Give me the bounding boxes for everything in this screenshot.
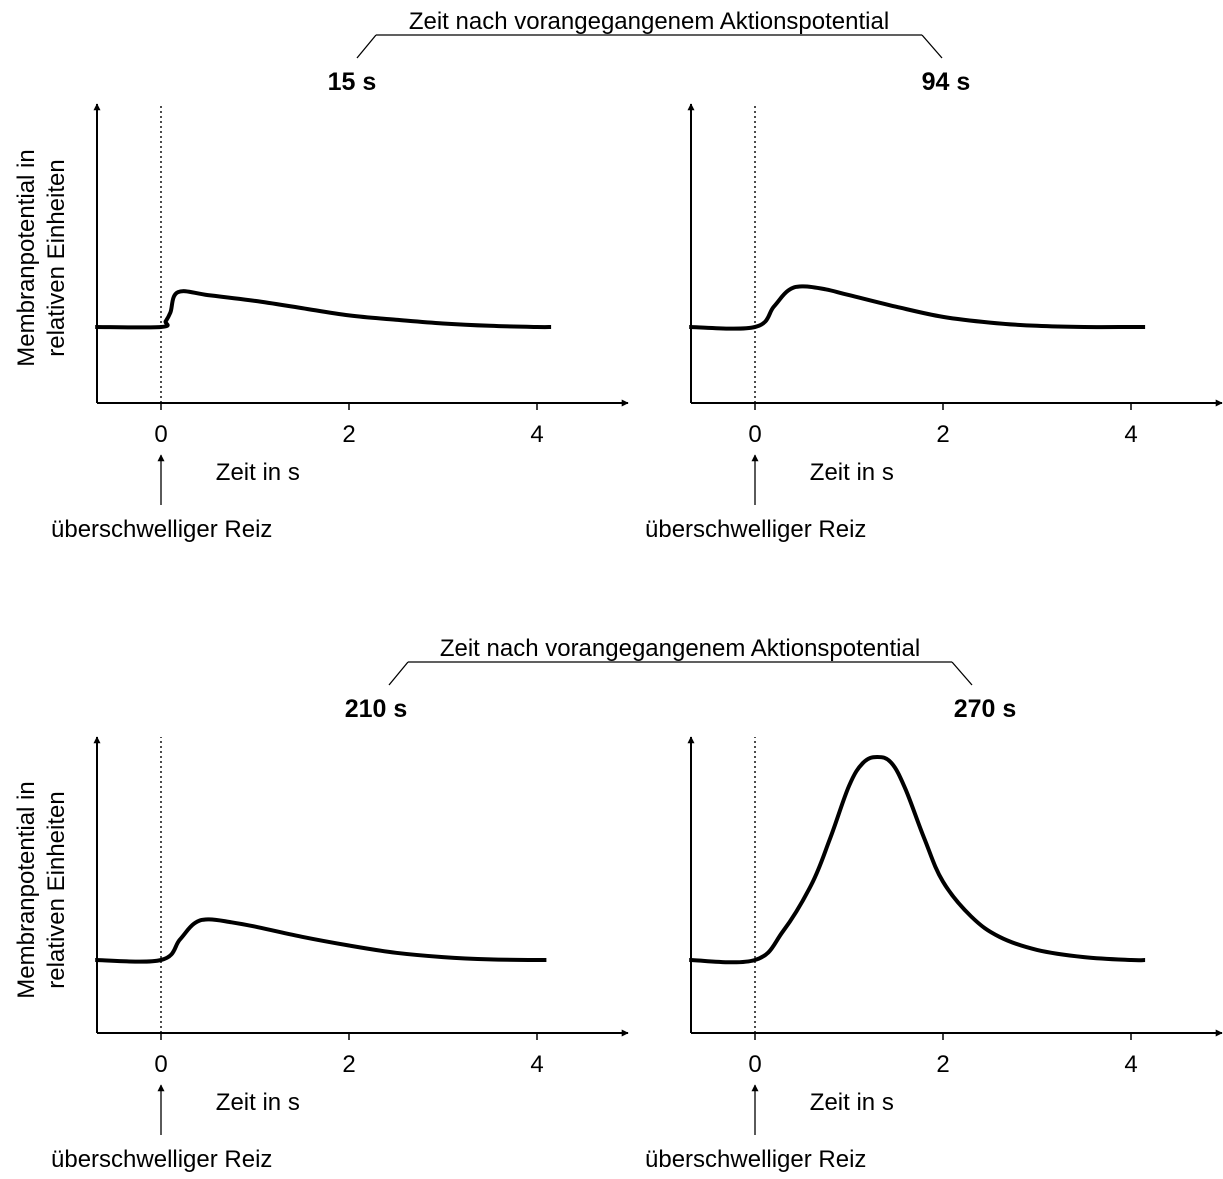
- stimulus-label: überschwelliger Reiz: [51, 1146, 272, 1173]
- y-axis-label-line: relativen Einheiten: [43, 791, 70, 988]
- stimulus-label: überschwelliger Reiz: [645, 1146, 866, 1173]
- x-tick-label: 2: [342, 421, 355, 448]
- membrane-potential-curve: [95, 917, 547, 964]
- panel-94s: 94 s 0 2 4 Zeit in s überschwelliger Reiz: [645, 68, 1223, 543]
- x-tick-label: 2: [936, 1051, 949, 1078]
- x-tick-label: 4: [1124, 421, 1137, 448]
- x-tick-label: 4: [530, 421, 543, 448]
- stimulus-label: überschwelliger Reiz: [645, 516, 866, 543]
- y-axis-label-bottom: Membranpotential in relativen Einheiten: [13, 781, 70, 998]
- chart-title: 15 s: [328, 68, 377, 96]
- y-axis-label-line: Membranpotential in: [13, 149, 40, 366]
- membrane-potential-curve: [689, 284, 1146, 331]
- header-left-connector: [388, 661, 409, 686]
- x-tick-label: 0: [748, 421, 761, 448]
- header-right-connector: [921, 34, 943, 59]
- x-axis-label: Zeit in s: [216, 459, 300, 486]
- x-tick-label: 2: [342, 1051, 355, 1078]
- x-tick-label: 4: [530, 1051, 543, 1078]
- chart-title: 270 s: [954, 695, 1017, 723]
- row-header-top: Zeit nach vorangegangenem Aktionspotenti…: [356, 8, 943, 59]
- row-header-text: Zeit nach vorangegangenem Aktionspotenti…: [409, 8, 889, 35]
- stimulus-label: überschwelliger Reiz: [51, 516, 272, 543]
- header-left-connector: [356, 34, 377, 59]
- x-tick-label: 0: [154, 1051, 167, 1078]
- x-tick-label: 0: [154, 421, 167, 448]
- membrane-potential-curve: [95, 289, 552, 330]
- row-header-bottom: Zeit nach vorangegangenem Aktionspotenti…: [388, 635, 973, 686]
- header-right-connector: [951, 661, 973, 686]
- x-tick-label: 2: [936, 421, 949, 448]
- y-axis-label-top: Membranpotential in relativen Einheiten: [13, 149, 70, 366]
- x-tick-label: 4: [1124, 1051, 1137, 1078]
- x-axis-label: Zeit in s: [810, 1089, 894, 1116]
- y-axis-label-line: Membranpotential in: [13, 781, 40, 998]
- panel-270s: 270 s 0 2 4 Zeit in s überschwelliger Reiz: [645, 695, 1223, 1173]
- membrane-potential-curve: [689, 755, 1146, 965]
- x-axis-label: Zeit in s: [216, 1089, 300, 1116]
- row-header-text: Zeit nach vorangegangenem Aktionspotenti…: [440, 635, 920, 662]
- panel-210s: 210 s 0 2 4 Zeit in s überschwelliger Reiz: [51, 695, 629, 1173]
- x-tick-label: 0: [748, 1051, 761, 1078]
- y-axis-label-line: relativen Einheiten: [43, 159, 70, 356]
- chart-title: 210 s: [345, 695, 408, 723]
- panel-15s: 15 s 0 2 4 Zeit in s überschwelliger Reiz: [51, 68, 629, 543]
- x-axis-label: Zeit in s: [810, 459, 894, 486]
- chart-title: 94 s: [922, 68, 971, 96]
